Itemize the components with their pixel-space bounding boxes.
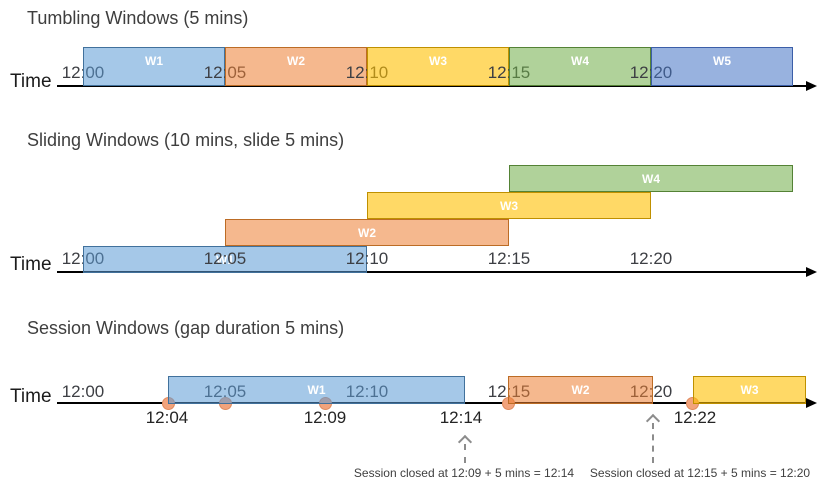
annotation-arrow-stem — [464, 444, 466, 463]
window-label: W3 — [429, 54, 447, 68]
window-bar-w5: W5 — [651, 47, 793, 86]
window-label: W2 — [571, 383, 590, 397]
window-bar-w2: W2 — [508, 376, 653, 404]
time-tick-label: 12:00 — [61, 382, 105, 401]
window-label: W1 — [145, 54, 163, 68]
window-label: W3 — [740, 383, 759, 397]
time-tick-label: 12:20 — [629, 249, 673, 268]
axis-arrowhead-icon — [806, 398, 817, 408]
time-axis-label: Time — [10, 71, 52, 92]
window-bar-w1: W1 — [83, 246, 367, 273]
section-title-session: Session Windows (gap duration 5 mins) — [27, 318, 345, 338]
time-tick-label: 12:05 — [203, 249, 247, 268]
window-label: W4 — [571, 54, 589, 68]
time-axis-label: Time — [10, 254, 52, 275]
event-time-label: 12:22 — [673, 408, 717, 427]
time-axis-label: Time — [10, 386, 52, 407]
axis-arrowhead-icon — [806, 267, 817, 277]
window-bar-w1: W1 — [168, 376, 465, 404]
window-bar-w4: W4 — [509, 165, 793, 192]
annotation-text: Session closed at 12:09 + 5 mins = 12:14 — [353, 466, 575, 480]
window-label: W2 — [287, 54, 305, 68]
window-bar-w3: W3 — [367, 192, 651, 219]
section-title-sliding: Sliding Windows (10 mins, slide 5 mins) — [27, 130, 345, 150]
annotation-arrow-stem — [652, 423, 654, 463]
axis-arrowhead-icon — [806, 81, 817, 91]
time-axis-line — [57, 271, 806, 273]
window-bar-w3: W3 — [693, 376, 806, 404]
window-label: W4 — [642, 171, 660, 186]
window-label: W1 — [307, 383, 326, 397]
event-time-label: 12:09 — [303, 408, 347, 427]
window-label: W1 — [216, 252, 234, 267]
window-bar-w2: W2 — [225, 47, 367, 86]
window-bar-w2: W2 — [225, 219, 509, 246]
event-time-label: 12:04 — [145, 408, 189, 427]
section-title-tumbling: Tumbling Windows (5 mins) — [27, 8, 249, 28]
window-bar-w4: W4 — [509, 47, 651, 86]
window-bar-w1: W1 — [83, 47, 225, 86]
window-label: W2 — [358, 225, 376, 240]
event-time-label: 12:14 — [439, 408, 483, 427]
window-label: W5 — [713, 54, 731, 68]
time-axis-line — [57, 85, 806, 87]
time-tick-label: 12:10 — [345, 249, 389, 268]
window-bar-w3: W3 — [367, 47, 509, 86]
annotation-text: Session closed at 12:15 + 5 mins = 12:20 — [589, 466, 811, 480]
window-label: W3 — [500, 198, 518, 213]
time-tick-label: 12:15 — [487, 249, 531, 268]
